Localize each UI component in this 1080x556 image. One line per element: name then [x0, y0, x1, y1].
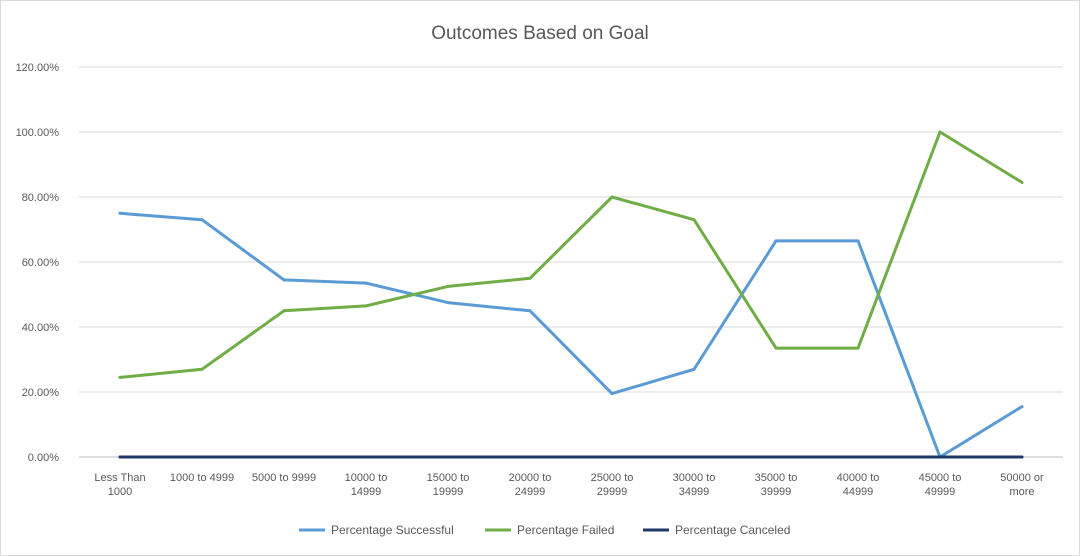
x-tick-label: 45000 to 49999	[919, 472, 962, 498]
data-point	[774, 346, 778, 350]
data-point	[692, 218, 696, 222]
legend-label: Percentage Failed	[517, 523, 614, 537]
data-point	[118, 211, 122, 215]
x-tick-label: 30000 to 34999	[673, 472, 716, 498]
legend-item: Percentage Successful	[299, 523, 454, 537]
data-point	[856, 239, 860, 243]
data-point	[692, 455, 696, 459]
data-point	[364, 455, 368, 459]
data-point	[1020, 455, 1024, 459]
x-tick-label: 50000 or more	[1000, 472, 1044, 498]
data-point	[282, 309, 286, 313]
series-percentage-failed	[118, 130, 1024, 379]
y-tick-label: 80.00%	[22, 192, 60, 204]
y-tick-label: 40.00%	[22, 322, 60, 334]
x-tick-label: 40000 to 44999	[837, 472, 880, 498]
data-point	[1020, 180, 1024, 184]
x-tick-label: Less Than 1000	[94, 472, 145, 498]
data-point	[938, 455, 942, 459]
data-point	[856, 346, 860, 350]
gridlines	[79, 66, 1063, 458]
legend-item: Percentage Canceled	[643, 523, 790, 537]
y-tick-label: 0.00%	[28, 452, 59, 464]
data-point	[610, 455, 614, 459]
x-tick-label: 35000 to 39999	[755, 472, 798, 498]
legend-label: Percentage Successful	[331, 523, 454, 537]
data-point	[446, 301, 450, 305]
data-point	[364, 304, 368, 308]
y-tick-label: 100.00%	[16, 127, 60, 139]
series-lines	[118, 130, 1024, 459]
data-point	[200, 455, 204, 459]
x-tick-label: 5000 to 9999	[252, 472, 316, 484]
data-point	[692, 367, 696, 371]
y-axis-tick-labels: 0.00% 20.00% 40.00% 60.00% 80.00% 100.00% 120.…	[16, 62, 60, 464]
data-point	[446, 284, 450, 288]
data-point	[118, 455, 122, 459]
y-tick-label: 20.00%	[22, 387, 60, 399]
data-point	[856, 455, 860, 459]
x-tick-label: 15000 to 19999	[427, 472, 470, 498]
data-point	[364, 281, 368, 285]
x-axis-tick-labels: Less Than 1000 1000 to 4999 5000 to 9999 100…	[94, 472, 1044, 498]
data-point	[282, 455, 286, 459]
x-tick-label: 1000 to 4999	[170, 472, 234, 484]
chart-title: Outcomes Based on Goal	[431, 23, 649, 44]
series-percentage-canceled	[118, 455, 1024, 459]
data-point	[610, 195, 614, 199]
data-point	[200, 218, 204, 222]
data-point	[200, 367, 204, 371]
data-point	[282, 278, 286, 282]
data-point	[528, 455, 532, 459]
y-tick-label: 120.00%	[16, 62, 60, 74]
data-point	[528, 309, 532, 313]
series-line	[118, 211, 1024, 459]
x-tick-label: 20000 to 24999	[509, 472, 552, 498]
series-line	[118, 130, 1024, 379]
data-point	[1020, 405, 1024, 409]
x-tick-label: 25000 to 29999	[591, 472, 634, 498]
series-percentage-successful	[118, 211, 1024, 459]
legend: Percentage Successful Percentage Failed Pe…	[299, 523, 790, 537]
data-point	[610, 392, 614, 396]
y-tick-label: 60.00%	[22, 257, 60, 269]
legend-item: Percentage Failed	[485, 523, 614, 537]
data-point	[528, 276, 532, 280]
data-point	[446, 455, 450, 459]
x-tick-label: 10000 to 14999	[345, 472, 388, 498]
data-point	[774, 455, 778, 459]
legend-label: Percentage Canceled	[675, 523, 790, 537]
data-point	[774, 239, 778, 243]
data-point	[938, 130, 942, 134]
data-point	[118, 375, 122, 379]
